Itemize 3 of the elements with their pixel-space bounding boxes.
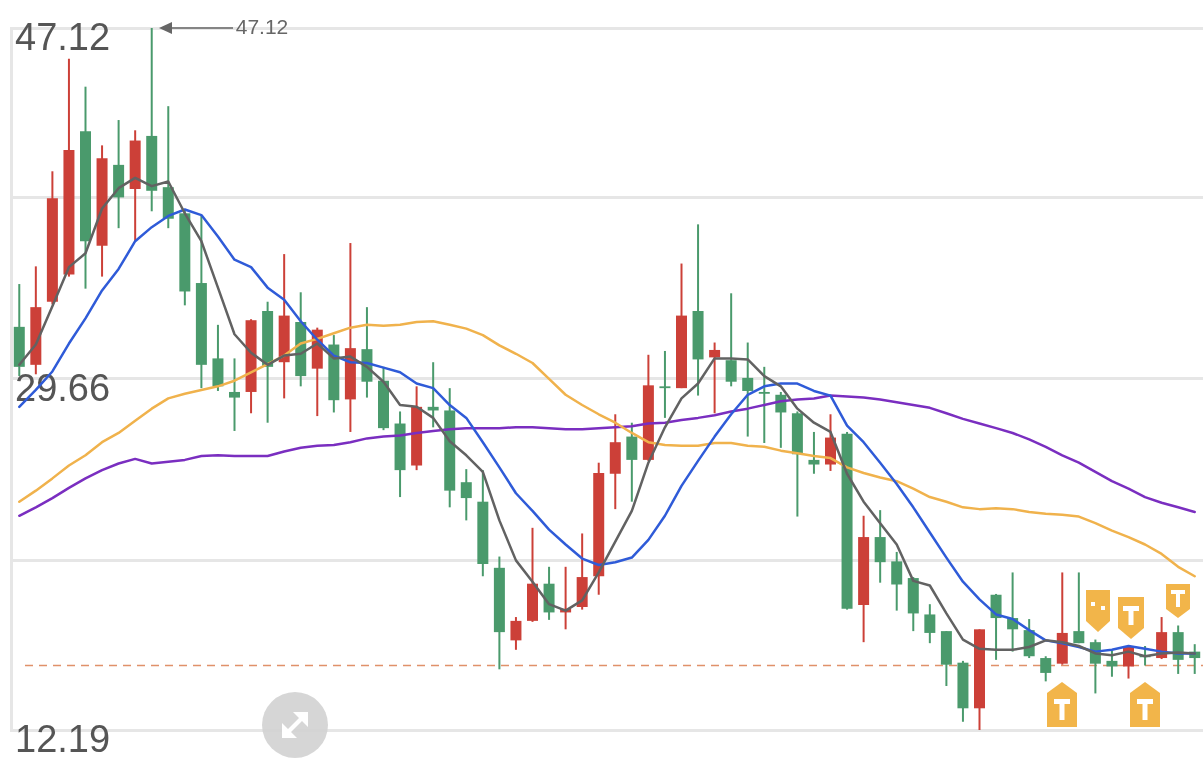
y-tick-label: 47.12 bbox=[15, 16, 111, 59]
y-tick-label: 12.19 bbox=[15, 718, 111, 761]
annotation: 47.12 bbox=[235, 14, 289, 38]
